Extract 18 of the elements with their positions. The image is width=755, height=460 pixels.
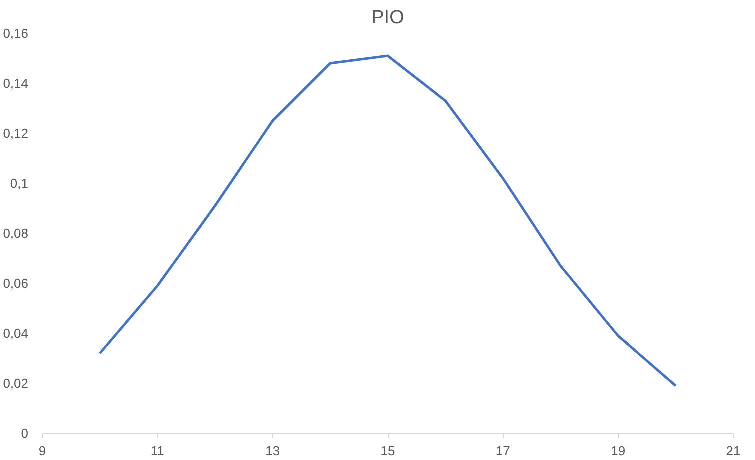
x-tick-label: 19 <box>611 444 626 458</box>
y-tick-label: 0,16 <box>3 26 29 41</box>
y-tick-label: 0 <box>21 426 29 441</box>
y-tick-label: 0,06 <box>3 276 29 291</box>
x-tick-label: 17 <box>496 444 510 458</box>
y-tick-label: 0,04 <box>3 326 29 341</box>
x-tick-label: 15 <box>380 444 396 458</box>
chart-title: PIO <box>372 8 404 28</box>
line-series <box>98 54 678 388</box>
y-tick-label: 0,1 <box>10 176 29 191</box>
y-tick-label: 0,08 <box>3 226 29 241</box>
y-tick-label: 0,14 <box>3 76 29 91</box>
y-tick-label: 0,02 <box>3 376 29 391</box>
x-tick-label: 21 <box>726 444 741 458</box>
x-tick-label: 9 <box>38 444 46 458</box>
x-tick-label: 13 <box>266 444 280 458</box>
y-tick-label: 0,12 <box>3 126 29 141</box>
x-tick-label: 11 <box>150 444 164 458</box>
